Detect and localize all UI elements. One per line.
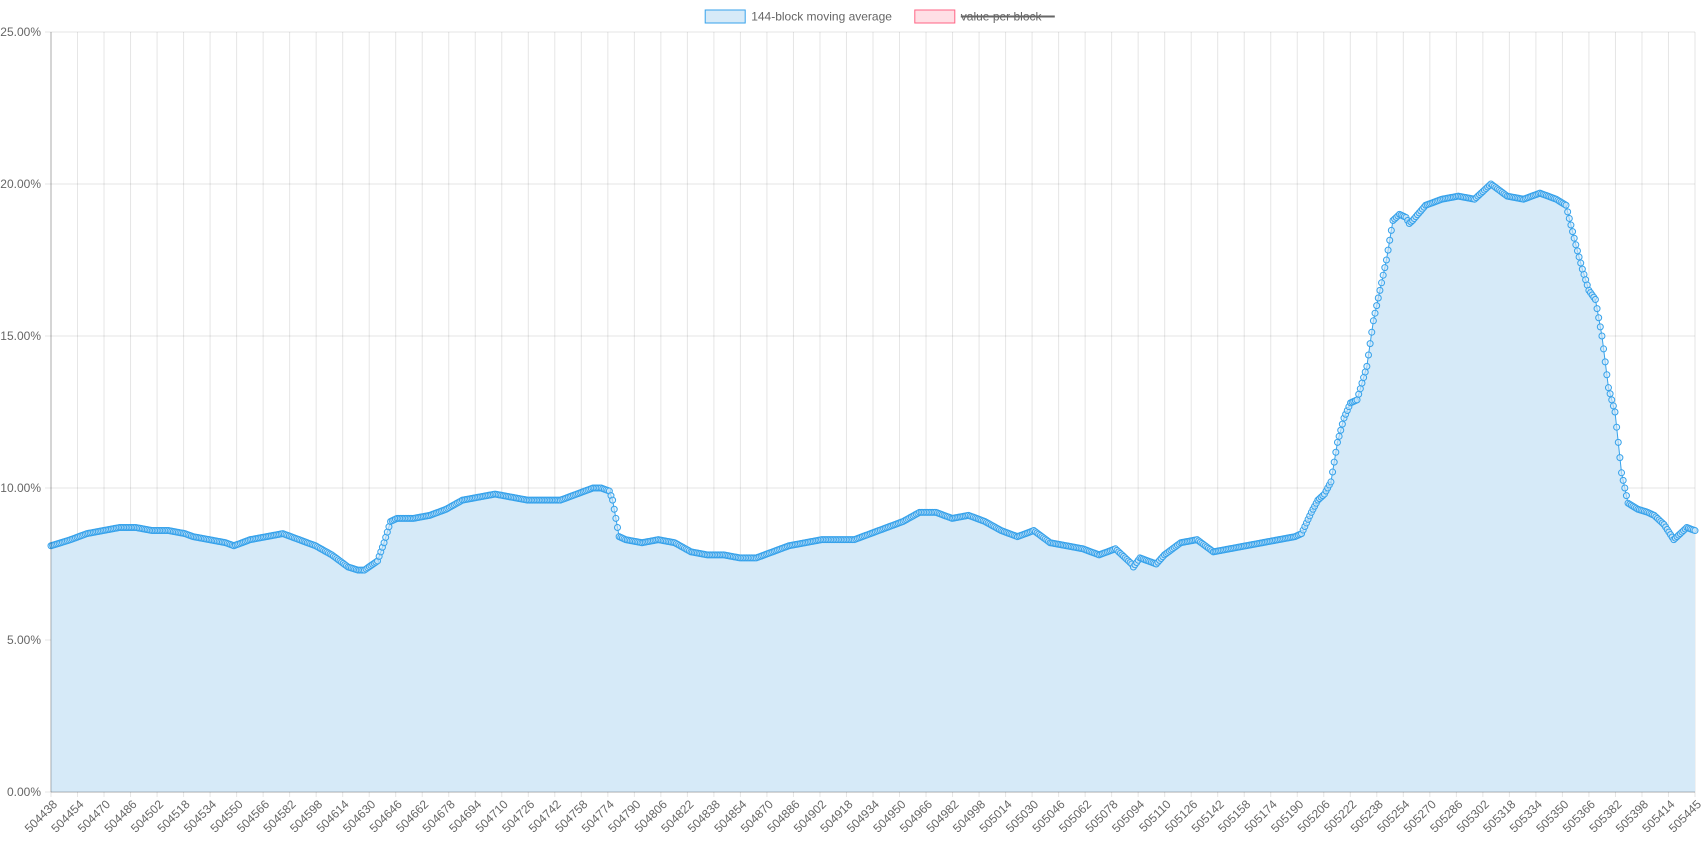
data-point	[1619, 476, 1627, 484]
data-point	[1618, 469, 1626, 477]
data-point	[1337, 426, 1345, 434]
data-point	[1595, 314, 1603, 322]
data-point	[1361, 368, 1369, 376]
data-point	[1691, 527, 1699, 535]
data-point	[1364, 351, 1372, 359]
data-point	[1616, 454, 1624, 462]
data-point	[1564, 208, 1572, 216]
legend-swatch[interactable]	[704, 9, 746, 24]
y-tick-label: 25.00%	[0, 25, 41, 39]
y-tick-label: 20.00%	[0, 177, 41, 191]
data-point	[1368, 328, 1376, 336]
y-tick-label: 5.00%	[7, 633, 41, 647]
data-point	[1327, 478, 1335, 486]
data-point	[1332, 448, 1340, 456]
data-point	[1353, 396, 1361, 404]
data-point	[609, 496, 617, 504]
legend[interactable]: 144-block moving average value per block	[704, 9, 1055, 24]
data-point	[1366, 340, 1374, 348]
data-point	[1371, 309, 1379, 317]
data-point	[1596, 323, 1604, 331]
data-point	[1622, 492, 1630, 500]
data-point	[1577, 259, 1585, 267]
data-point	[1570, 234, 1578, 242]
point-layer	[47, 180, 1699, 574]
data-point	[1387, 226, 1395, 234]
data-point	[1606, 390, 1614, 398]
data-point	[1356, 385, 1364, 393]
legend-label[interactable]: 144-block moving average	[751, 10, 892, 24]
data-point	[1562, 201, 1570, 209]
data-point	[1593, 305, 1601, 313]
data-point	[1572, 241, 1580, 249]
data-point	[1613, 423, 1621, 431]
data-point	[1603, 371, 1611, 379]
data-point	[1363, 362, 1371, 370]
data-point	[610, 505, 618, 513]
data-point	[1614, 438, 1622, 446]
data-point	[1573, 247, 1581, 255]
data-point	[1600, 345, 1608, 353]
data-point	[1608, 396, 1616, 404]
data-point	[1330, 458, 1338, 466]
data-point	[1358, 379, 1366, 387]
data-point	[1611, 408, 1619, 416]
series-area	[51, 184, 1695, 792]
data-point	[612, 514, 620, 522]
y-tick-label: 0.00%	[7, 785, 41, 799]
data-point	[1373, 302, 1381, 310]
data-point	[1355, 390, 1363, 398]
data-point	[1567, 221, 1575, 229]
data-point	[1604, 384, 1612, 392]
data-point	[1384, 246, 1392, 254]
data-point	[1378, 279, 1386, 287]
data-point	[1569, 228, 1577, 236]
data-point	[1381, 264, 1389, 272]
data-point	[1333, 438, 1341, 446]
data-point	[1565, 214, 1573, 222]
data-point	[614, 524, 621, 532]
y-tick-label: 15.00%	[0, 329, 41, 343]
y-tick-label: 10.00%	[0, 481, 41, 495]
data-point	[1379, 271, 1387, 279]
data-point	[1591, 296, 1599, 304]
data-point	[1575, 253, 1583, 261]
legend-swatch[interactable]	[914, 9, 956, 24]
data-point	[1621, 484, 1629, 492]
data-point	[1382, 256, 1390, 264]
data-point	[1374, 294, 1382, 302]
data-point	[1335, 432, 1343, 440]
data-point	[1609, 402, 1617, 410]
data-point	[1376, 286, 1384, 294]
data-point	[1601, 358, 1609, 366]
data-point	[1369, 317, 1377, 325]
data-point	[1360, 374, 1368, 382]
data-point	[1386, 236, 1394, 244]
data-point	[1329, 468, 1337, 476]
data-point	[1598, 332, 1606, 340]
data-point	[1338, 420, 1346, 428]
